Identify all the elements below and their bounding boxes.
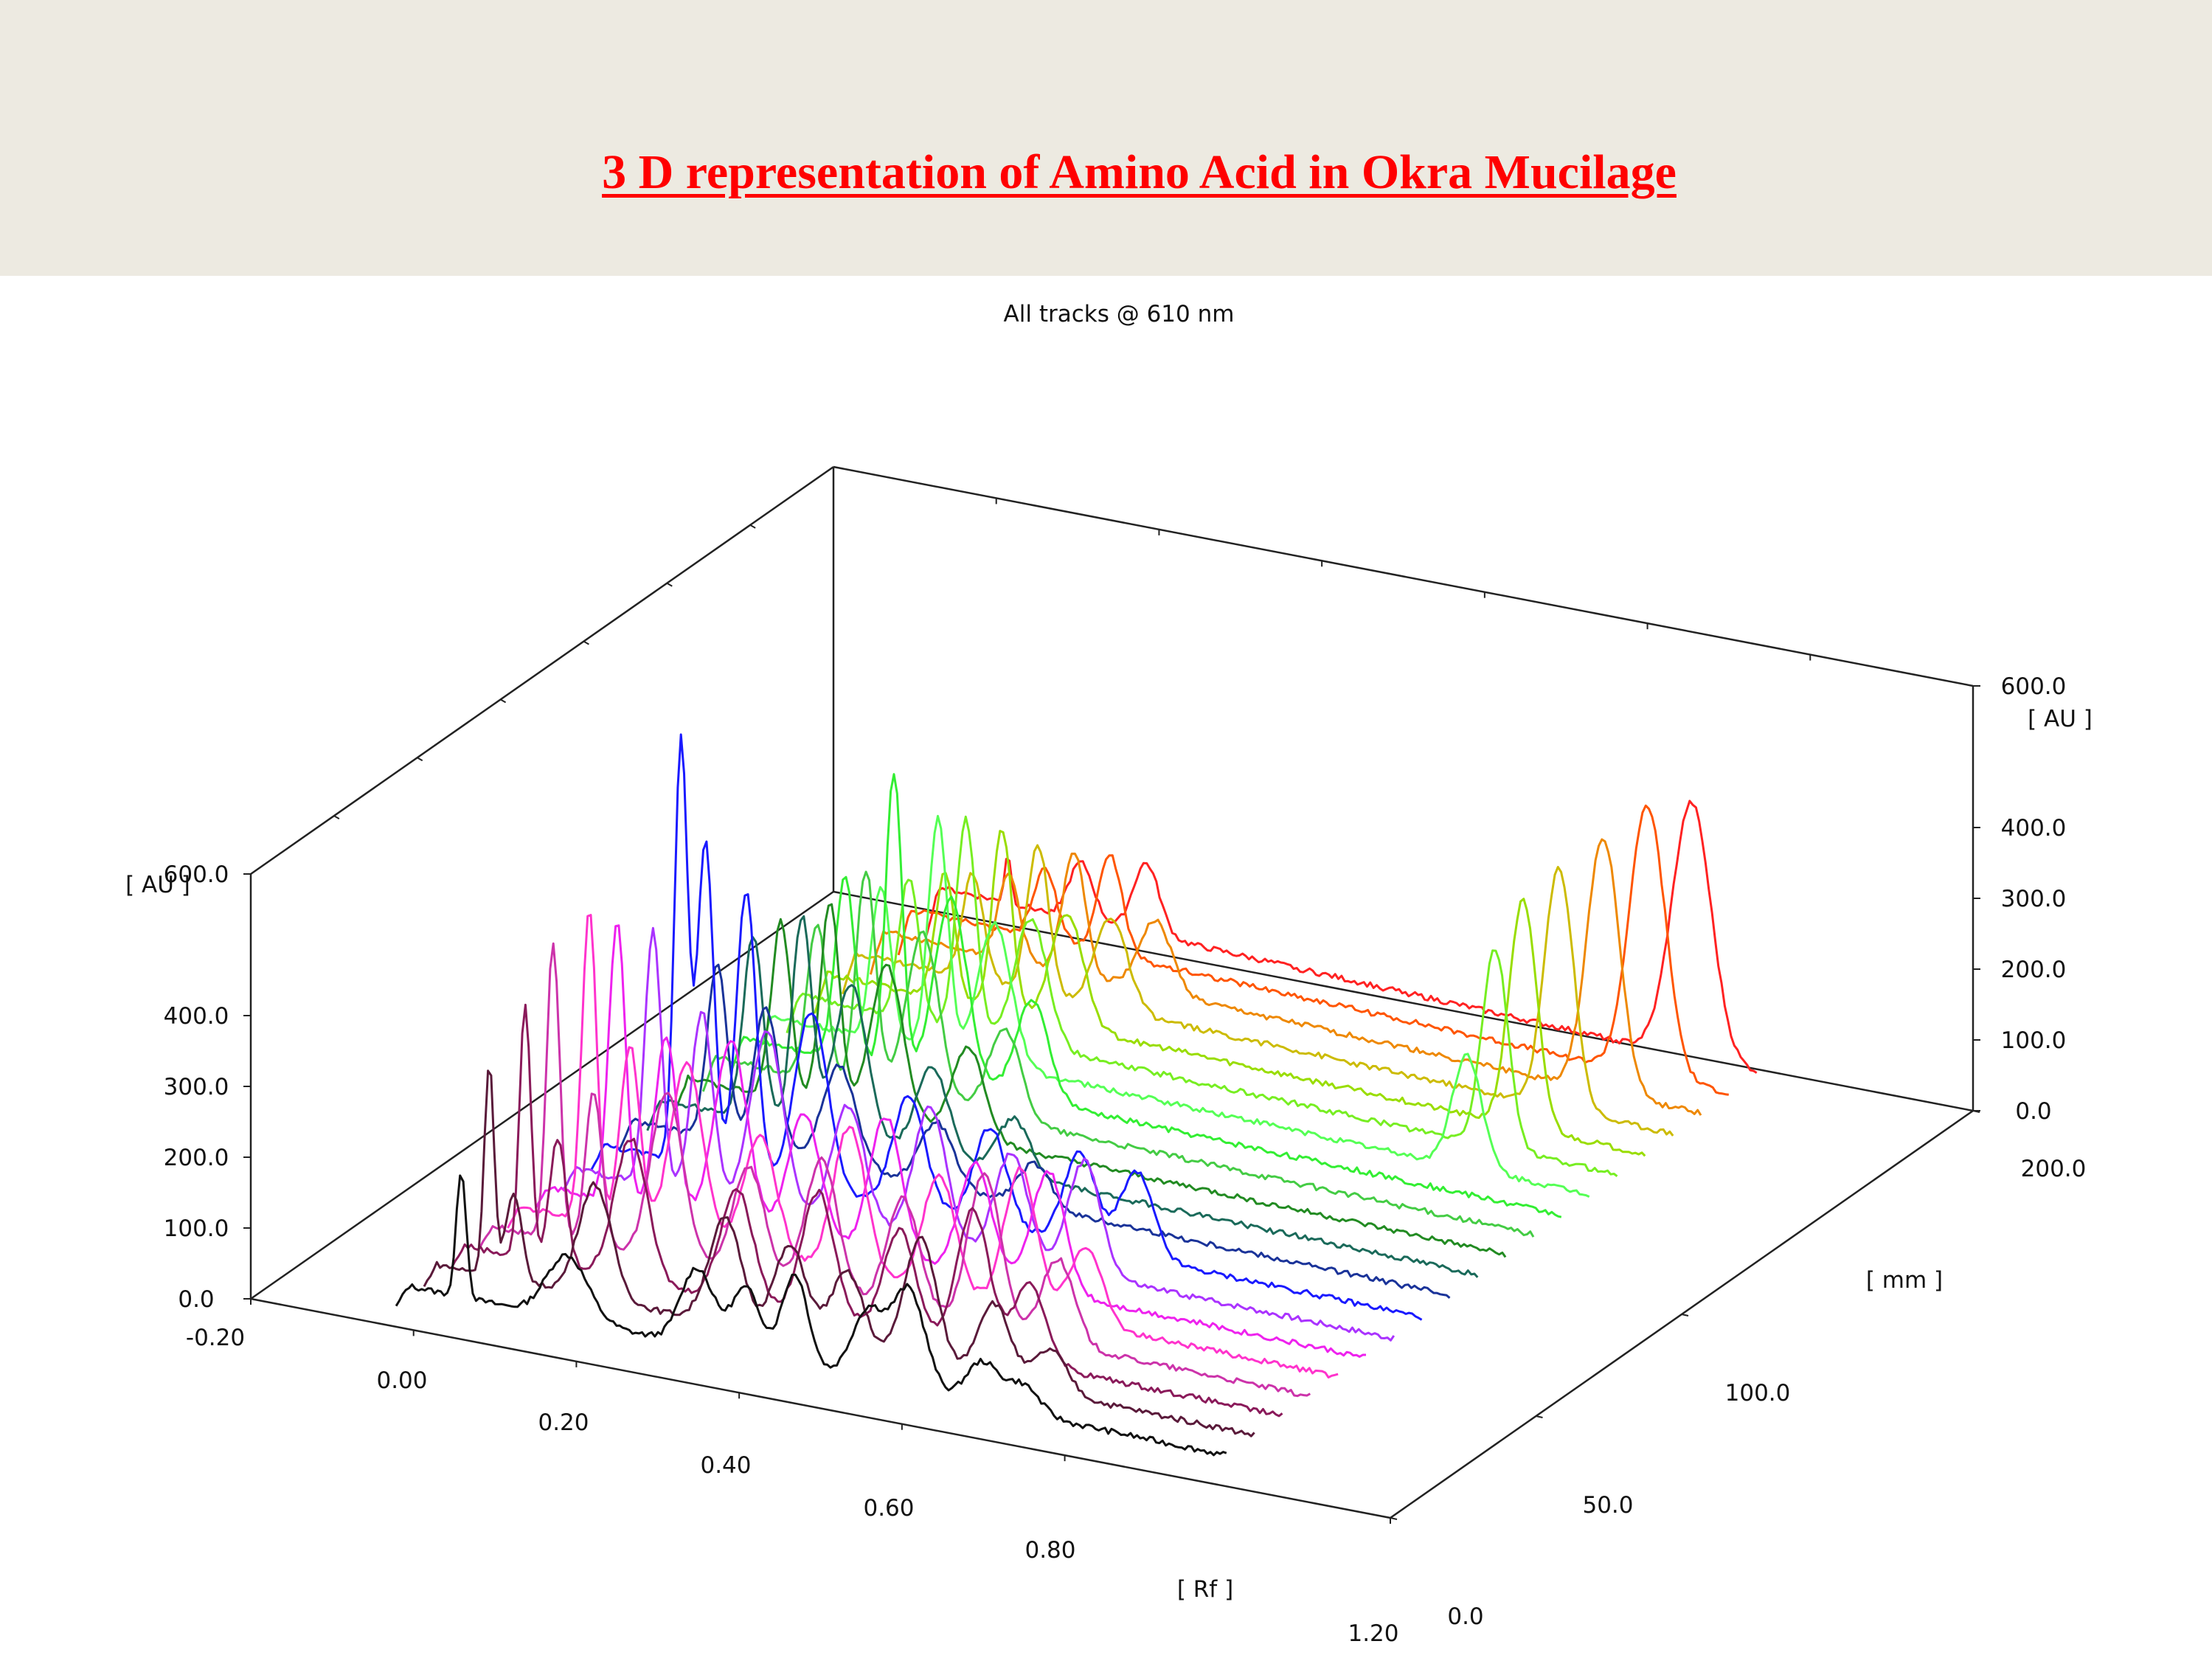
tick-mark — [583, 640, 589, 645]
tick-mark — [666, 582, 673, 587]
track-line — [395, 1174, 1227, 1457]
track-line — [757, 814, 1590, 1198]
floor-back-line — [833, 890, 1974, 1112]
track-line — [562, 926, 1395, 1342]
y-tick-right-label: 0.0 — [2015, 1098, 2051, 1125]
chart-title: All tracks @ 610 nm — [1004, 301, 1235, 327]
track-line — [534, 924, 1366, 1358]
track-line — [897, 804, 1729, 1096]
tick-mark — [333, 815, 340, 820]
y-tick-left-label: 0.0 — [178, 1286, 214, 1313]
track-line — [729, 773, 1562, 1218]
track-line — [842, 844, 1674, 1137]
tick-mark — [500, 698, 507, 704]
y-tick-left-label: 200.0 — [164, 1145, 229, 1171]
slide-header — [0, 0, 2212, 276]
track-line — [701, 870, 1535, 1238]
x-axis-line — [250, 1297, 1391, 1519]
track-line — [423, 1069, 1255, 1437]
floor-left-line — [250, 890, 834, 1300]
x-tick-label: -0.20 — [186, 1325, 245, 1351]
track-line — [786, 815, 1618, 1177]
chart-3d-tracks: All tracks @ 610 nm 0.0 100.0 200.0 300.0 40… — [125, 301, 2093, 1647]
x-axis-label: [ Rf ] — [1177, 1576, 1233, 1603]
tick-mark — [1390, 1517, 1398, 1520]
y-tick-right-label: 400.0 — [2001, 815, 2067, 842]
track-line — [618, 963, 1451, 1299]
z-tick-label: 100.0 — [1725, 1380, 1791, 1406]
tick-labels: 0.0 100.0 200.0 300.0 400.0 600.0 0.0 100.0 200.… — [164, 673, 2087, 1647]
slide-title: 3 D representation of Amino Acid in Okra… — [602, 145, 1677, 199]
x-tick-label: 0.80 — [1024, 1537, 1075, 1564]
x-tick-label: 1.20 — [1348, 1620, 1398, 1647]
tick-mark — [1681, 1314, 1689, 1317]
x-tick-label: 0.00 — [376, 1367, 427, 1394]
top-back-edge — [833, 465, 1974, 687]
track-line — [479, 942, 1311, 1398]
y-axis-label-right: [ AU ] — [2028, 706, 2093, 732]
z-tick-label: 50.0 — [1582, 1492, 1633, 1519]
x-tick-label: 0.60 — [863, 1495, 914, 1522]
y-tick-left-label: 400.0 — [164, 1003, 229, 1030]
y-tick-right-label: 100.0 — [2001, 1027, 2067, 1054]
z-tick-label: 0.0 — [1447, 1603, 1483, 1630]
tick-mark — [749, 524, 756, 529]
top-left-edge — [250, 465, 834, 875]
z-axis-label: [ mm ] — [1866, 1267, 1943, 1294]
y-tick-right-label: 600.0 — [2001, 673, 2067, 700]
track-line — [646, 915, 1479, 1278]
tick-mark — [1536, 1415, 1543, 1418]
tracks — [395, 733, 1758, 1457]
axes-box — [243, 465, 1980, 1524]
y-tick-left-label: 600.0 — [164, 861, 229, 888]
y-tick-left-label: 100.0 — [164, 1215, 229, 1242]
track-line — [451, 1003, 1283, 1418]
z-tick-label: 200.0 — [2021, 1156, 2087, 1182]
x-tick-label: 0.40 — [700, 1452, 751, 1479]
track-line — [925, 799, 1758, 1074]
track-line — [590, 733, 1423, 1321]
tick-mark — [1972, 1110, 1980, 1113]
x-tick-label: 0.20 — [538, 1409, 589, 1436]
y-tick-left-label: 300.0 — [164, 1074, 229, 1100]
y-tick-right-label: 300.0 — [2001, 886, 2067, 912]
y-tick-right-label: 200.0 — [2001, 957, 2067, 983]
tick-mark — [417, 757, 423, 762]
track-line — [814, 830, 1646, 1157]
track-line — [674, 903, 1507, 1258]
y-axis-label-left: [ AU ] — [125, 872, 190, 898]
